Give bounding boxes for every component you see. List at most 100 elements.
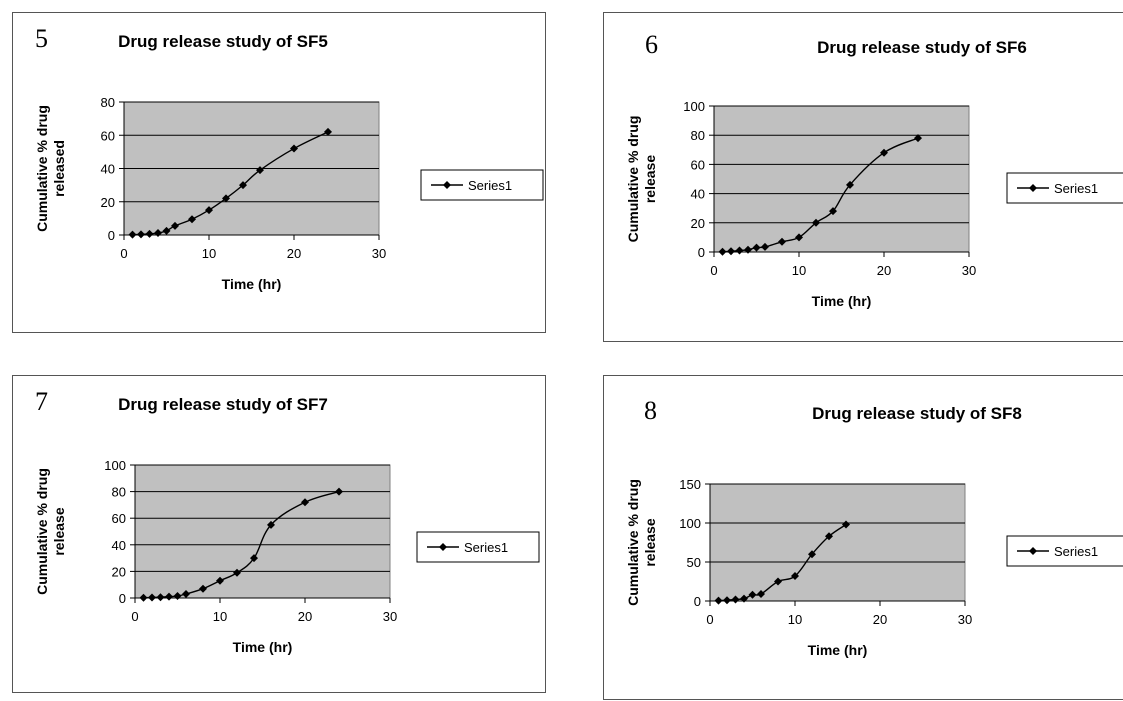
- data-point: [139, 593, 148, 602]
- data-point: [761, 242, 769, 251]
- x-tick-label: 20: [287, 246, 301, 261]
- data-point: [748, 590, 757, 599]
- x-tick-label: 10: [788, 612, 802, 627]
- x-tick-label: 10: [202, 246, 216, 261]
- y-tick-label: 20: [112, 564, 126, 579]
- data-point: [744, 245, 752, 254]
- data-point: [165, 592, 173, 601]
- x-tick-label: 30: [372, 246, 386, 261]
- data-point: [757, 589, 765, 598]
- y-axis-title: Cumulative % drugrelease: [625, 116, 658, 243]
- data-point: [880, 148, 888, 157]
- data-point: [145, 229, 154, 238]
- y-tick-label: 0: [119, 591, 126, 606]
- data-point: [808, 550, 816, 559]
- x-axis-title: Time (hr): [233, 639, 293, 655]
- y-tick-label: 60: [691, 157, 705, 172]
- y-tick-label: 40: [691, 187, 705, 202]
- x-axis-title: Time (hr): [812, 293, 872, 309]
- x-tick-label: 20: [298, 609, 312, 624]
- y-axis-title: Cumulative % drugreleased: [34, 105, 67, 232]
- data-point: [290, 144, 298, 153]
- chart-number: 7: [35, 387, 48, 416]
- data-point: [727, 247, 735, 256]
- y-tick-label: 60: [101, 128, 115, 143]
- chart-panel-sf7: 7 Drug release study of SF7 0 20 40 60 80 100 0 1…: [12, 375, 546, 693]
- y-tick-label: 50: [687, 555, 701, 570]
- data-point: [723, 596, 731, 605]
- data-point: [714, 596, 723, 605]
- data-point: [774, 577, 782, 586]
- data-point: [812, 218, 820, 227]
- y-tick-label: 40: [101, 162, 115, 177]
- data-point: [718, 247, 727, 256]
- data-point: [846, 180, 854, 189]
- y-axis-title-line: release: [51, 507, 67, 555]
- y-axis-title-line: Cumulative % drug: [625, 116, 641, 243]
- data-point: [199, 584, 207, 593]
- data-point: [205, 206, 213, 215]
- data-point: [825, 532, 833, 541]
- y-axis-title-line: release: [642, 155, 658, 203]
- x-tick-label: 30: [958, 612, 972, 627]
- chart-panel-sf5: 5 Drug release study of SF5 0 20 40 60 80 0 10 20…: [12, 12, 546, 333]
- data-point: [740, 594, 748, 603]
- legend-label: Series1: [1054, 181, 1098, 196]
- y-axis-title: Cumulative % drugrelease: [34, 468, 67, 595]
- y-tick-label: 80: [112, 485, 126, 500]
- x-tick-label: 10: [792, 263, 806, 278]
- x-tick-label: 0: [706, 612, 713, 627]
- chart-title: Drug release study of SF8: [812, 404, 1022, 423]
- data-point: [335, 487, 343, 496]
- x-axis-title: Time (hr): [222, 276, 282, 292]
- y-tick-label: 0: [694, 594, 701, 609]
- chart-number: 8: [644, 396, 657, 425]
- x-tick-label: 0: [120, 246, 127, 261]
- chart-title: Drug release study of SF5: [118, 32, 328, 51]
- data-point: [188, 215, 196, 224]
- y-axis-title-line: released: [51, 140, 67, 197]
- chart-title: Drug release study of SF6: [817, 38, 1027, 57]
- y-tick-label: 20: [691, 216, 705, 231]
- chart-svg: 5 Drug release study of SF5 0 20 40 60 80 0 10 20…: [34, 24, 544, 292]
- data-point: [137, 230, 145, 239]
- y-tick-label: 100: [679, 516, 701, 531]
- data-point: [182, 590, 190, 599]
- data-point: [791, 572, 799, 581]
- x-axis-title: Time (hr): [808, 642, 868, 658]
- data-point: [239, 181, 247, 190]
- data-point: [842, 520, 850, 529]
- data-point: [250, 554, 258, 563]
- data-point: [173, 592, 182, 601]
- y-axis-title-line: Cumulative % drug: [34, 468, 50, 595]
- y-tick-label: 100: [104, 458, 126, 473]
- data-point: [829, 207, 837, 216]
- y-axis-title-line: release: [642, 518, 658, 566]
- y-tick-label: 100: [683, 99, 705, 114]
- y-axis-title: Cumulative % drugrelease: [625, 479, 658, 606]
- data-point: [156, 593, 165, 602]
- data-point: [171, 221, 179, 230]
- data-point: [914, 134, 922, 143]
- data-point: [267, 520, 275, 529]
- plot-area: [709, 483, 966, 602]
- chart-panel-sf6: 6 Drug release study of SF6 0 20 40 60 80 100 0 1…: [603, 12, 1123, 342]
- legend-label: Series1: [1054, 544, 1098, 559]
- x-tick-label: 0: [131, 609, 138, 624]
- chart-number: 6: [645, 30, 658, 59]
- data-point: [154, 229, 162, 238]
- x-tick-label: 30: [962, 263, 976, 278]
- data-point: [162, 226, 171, 235]
- y-axis-title-line: Cumulative % drug: [34, 105, 50, 232]
- chart-title: Drug release study of SF7: [118, 395, 328, 414]
- x-tick-label: 30: [383, 609, 397, 624]
- chart-panel-sf8: 8 Drug release study of SF8 0 50 100 150 0 10 20…: [603, 375, 1123, 700]
- data-point: [128, 230, 137, 239]
- y-tick-label: 60: [112, 511, 126, 526]
- data-point: [301, 498, 309, 507]
- data-point: [324, 127, 332, 136]
- legend-marker: [439, 543, 447, 551]
- y-tick-label: 40: [112, 538, 126, 553]
- data-point: [216, 576, 224, 585]
- plot-area: [134, 464, 391, 599]
